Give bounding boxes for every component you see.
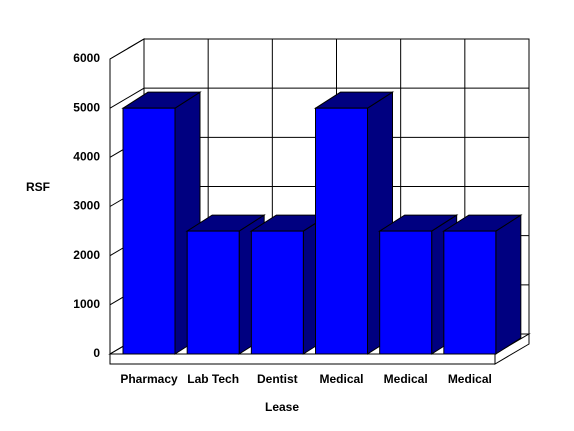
y-tick-label: 2000 (73, 248, 100, 262)
y-tick-label: 5000 (73, 100, 100, 114)
bar (443, 230, 497, 355)
x-tick-label: Medical (319, 372, 363, 386)
bar-side (495, 214, 522, 355)
grid-line (109, 38, 529, 60)
y-tick-label: 4000 (73, 150, 100, 164)
bar (315, 107, 368, 355)
x-tick-label: Dentist (257, 372, 298, 386)
y-tick-label: 6000 (73, 51, 100, 65)
bar (379, 230, 433, 355)
x-tick-label: Medical (384, 372, 428, 386)
x-axis-label: Lease (265, 400, 299, 414)
x-tick-label: Medical (448, 372, 492, 386)
x-tick-label: Pharmacy (120, 372, 178, 386)
grid-line (109, 87, 529, 109)
y-tick-label: 1000 (73, 297, 100, 311)
bar (186, 230, 240, 355)
floor-side (494, 333, 530, 365)
x-tick-label: Lab Tech (187, 372, 239, 386)
y-tick-label: 3000 (73, 199, 100, 213)
y-tick-label: 0 (93, 346, 100, 360)
y-axis-label: RSF (26, 180, 50, 194)
bar (250, 230, 304, 355)
floor-front (109, 353, 496, 365)
bar (122, 107, 176, 355)
